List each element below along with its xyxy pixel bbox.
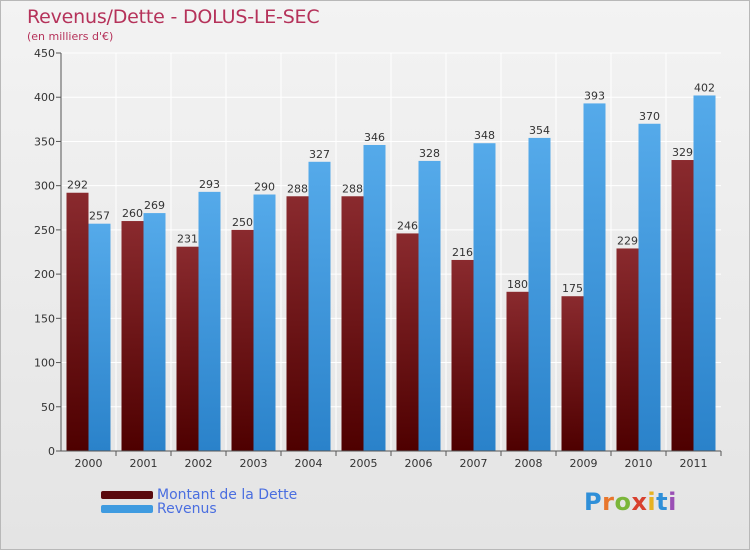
x-tick-label: 2011 <box>680 457 708 470</box>
bar-dette <box>341 196 364 451</box>
x-tick-label: 2005 <box>350 457 378 470</box>
bar-revenus <box>253 194 276 451</box>
data-label-dette: 175 <box>562 282 583 295</box>
y-tick-label: 0 <box>48 445 55 458</box>
y-tick-label: 250 <box>34 224 55 237</box>
y-tick-label: 50 <box>41 401 55 414</box>
data-label-dette: 180 <box>507 278 528 291</box>
data-label-revenus: 293 <box>199 178 220 191</box>
x-tick-label: 2000 <box>75 457 103 470</box>
data-label-revenus: 346 <box>364 131 385 144</box>
bar-revenus <box>363 144 386 451</box>
legend-swatch-revenus <box>101 505 153 513</box>
data-label-revenus: 348 <box>474 129 495 142</box>
data-label-dette: 229 <box>617 234 638 247</box>
bar-dette <box>451 259 474 451</box>
x-tick-label: 2003 <box>240 457 268 470</box>
y-tick-label: 100 <box>34 357 55 370</box>
data-label-revenus: 328 <box>419 147 440 160</box>
x-tick-label: 2007 <box>460 457 488 470</box>
x-tick-label: 2009 <box>570 457 598 470</box>
bar-revenus <box>638 123 661 451</box>
data-label-dette: 216 <box>452 246 473 259</box>
bar-dette <box>506 291 529 451</box>
bar-dette <box>176 246 199 451</box>
legend-label-revenus: Revenus <box>157 501 217 517</box>
y-tick-label: 300 <box>34 180 55 193</box>
data-label-revenus: 327 <box>309 148 330 161</box>
x-tick-label: 2001 <box>130 457 158 470</box>
data-label-revenus: 354 <box>529 124 550 137</box>
data-label-dette: 288 <box>342 182 363 195</box>
data-label-revenus: 290 <box>254 181 275 194</box>
y-tick-label: 350 <box>34 135 55 148</box>
y-tick-label: 150 <box>34 312 55 325</box>
bar-dette <box>286 196 309 451</box>
chart-legend: Montant de la Dette Revenus <box>101 488 297 516</box>
legend-label-dette: Montant de la Dette <box>157 487 298 503</box>
proxiti-logo: Proxiti <box>584 488 677 516</box>
data-label-revenus: 257 <box>89 210 110 223</box>
legend-item-revenus: Revenus <box>101 502 297 516</box>
data-label-dette: 260 <box>122 207 143 220</box>
bar-dette <box>121 221 144 451</box>
x-tick-label: 2004 <box>295 457 323 470</box>
bar-revenus <box>308 161 331 451</box>
x-tick-label: 2006 <box>405 457 433 470</box>
y-tick-label: 450 <box>34 47 55 60</box>
bar-dette <box>231 229 254 451</box>
bar-dette <box>396 233 419 451</box>
data-label-revenus: 393 <box>584 89 605 102</box>
data-label-dette: 250 <box>232 216 253 229</box>
data-label-revenus: 269 <box>144 199 165 212</box>
legend-item-dette: Montant de la Dette <box>101 488 297 502</box>
chart-title: Revenus/Dette - DOLUS-LE-SEC <box>27 6 320 28</box>
chart-subtitle: (en milliers d'€) <box>27 30 114 43</box>
y-tick-label: 200 <box>34 268 55 281</box>
data-label-dette: 231 <box>177 233 198 246</box>
x-tick-label: 2008 <box>515 457 543 470</box>
data-label-revenus: 370 <box>639 110 660 123</box>
bar-dette <box>66 192 89 451</box>
bar-dette <box>616 248 639 451</box>
bar-revenus <box>88 223 111 451</box>
bar-revenus <box>693 95 716 451</box>
data-label-dette: 329 <box>672 146 693 159</box>
y-tick-label: 400 <box>34 91 55 104</box>
data-label-dette: 246 <box>397 219 418 232</box>
bar-revenus <box>528 137 551 451</box>
data-label-revenus: 402 <box>694 81 715 94</box>
bar-dette <box>561 296 584 451</box>
x-tick-label: 2002 <box>185 457 213 470</box>
bar-revenus <box>583 103 606 451</box>
data-label-dette: 288 <box>287 182 308 195</box>
legend-swatch-dette <box>101 491 153 499</box>
bar-revenus <box>143 213 166 451</box>
x-tick-label: 2010 <box>625 457 653 470</box>
bar-revenus <box>418 160 441 451</box>
data-label-dette: 292 <box>67 179 88 192</box>
bar-dette <box>671 160 694 452</box>
bar-revenus <box>473 143 496 452</box>
bar-revenus <box>198 191 221 451</box>
